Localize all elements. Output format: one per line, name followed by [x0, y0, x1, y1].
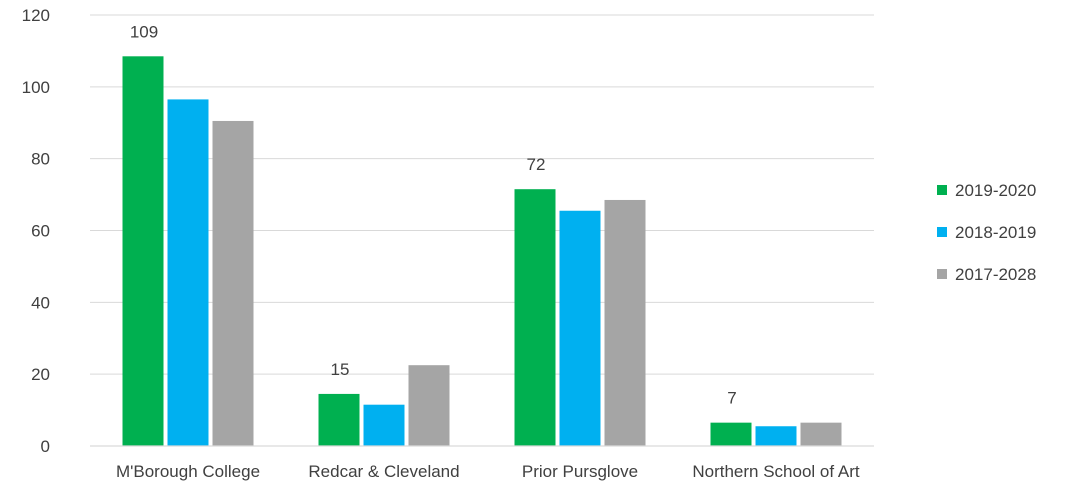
x-tick-label: M'Borough College [116, 462, 260, 481]
data-label: 72 [527, 155, 546, 174]
x-tick-label: Redcar & Cleveland [308, 462, 459, 481]
legend-swatch [937, 185, 947, 195]
legend: 2019-2020 2018-2019 2017-2028 [937, 181, 1036, 284]
bar-2017-2028-2 [604, 199, 646, 446]
bar-2019-2020-2 [514, 189, 556, 446]
bar-2018-2019-2 [559, 210, 601, 446]
bar-2019-2020-1 [318, 393, 360, 446]
y-tick-label: 80 [31, 150, 50, 169]
y-tick-label: 60 [31, 222, 50, 241]
bar-2019-2020-3 [710, 422, 752, 446]
y-tick-label: 120 [22, 6, 50, 25]
y-tick-label: 100 [22, 78, 50, 97]
legend-label: 2017-2028 [955, 265, 1036, 284]
bar-2017-2028-0 [212, 120, 254, 447]
bar-2018-2019-3 [755, 426, 797, 446]
bar-2019-2020-0 [122, 56, 164, 446]
y-tick-label: 40 [31, 293, 50, 312]
x-tick-label: Prior Pursglove [522, 462, 638, 481]
bar-2017-2028-1 [408, 365, 450, 446]
x-tick-label: Northern School of Art [692, 462, 860, 481]
legend-swatch [937, 269, 947, 279]
data-label: 15 [331, 360, 350, 379]
bars [122, 56, 842, 447]
data-labels: 109 15 72 7 [130, 22, 737, 407]
bar-2017-2028-3 [800, 422, 842, 446]
y-tick-label: 20 [31, 365, 50, 384]
data-label: 7 [727, 389, 736, 408]
bar-2018-2019-1 [363, 404, 405, 446]
legend-swatch [937, 227, 947, 237]
y-tick-label: 0 [41, 437, 50, 456]
bar-2018-2019-0 [167, 99, 209, 446]
legend-label: 2019-2020 [955, 181, 1036, 200]
y-axis-ticks: 0 20 40 60 80 100 120 [22, 6, 50, 456]
x-axis-ticks: M'Borough College Redcar & Cleveland Prior… [116, 462, 860, 481]
data-label: 109 [130, 22, 158, 41]
legend-label: 2018-2019 [955, 223, 1036, 242]
